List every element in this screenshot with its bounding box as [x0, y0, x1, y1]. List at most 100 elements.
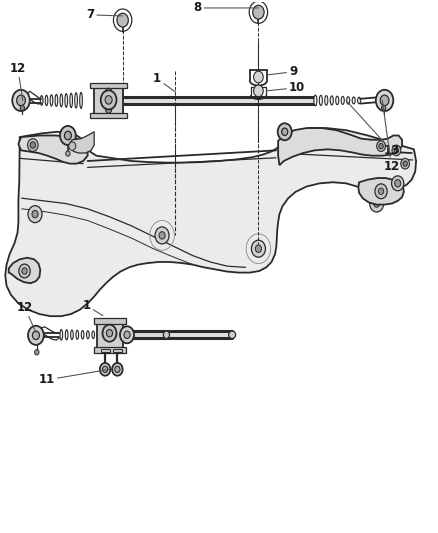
- Circle shape: [32, 211, 38, 218]
- Ellipse shape: [229, 331, 236, 338]
- Ellipse shape: [50, 95, 53, 106]
- Circle shape: [106, 106, 112, 113]
- Circle shape: [253, 5, 264, 19]
- Ellipse shape: [325, 95, 328, 105]
- Ellipse shape: [336, 96, 339, 104]
- Circle shape: [395, 180, 401, 187]
- Ellipse shape: [55, 94, 58, 107]
- Circle shape: [106, 329, 113, 337]
- Polygon shape: [110, 97, 315, 104]
- Ellipse shape: [71, 330, 73, 340]
- Polygon shape: [5, 128, 416, 316]
- Polygon shape: [101, 331, 232, 338]
- Circle shape: [19, 264, 30, 278]
- Ellipse shape: [314, 95, 317, 106]
- Circle shape: [28, 206, 42, 223]
- Text: 9: 9: [267, 65, 297, 78]
- Circle shape: [69, 142, 76, 150]
- Circle shape: [282, 128, 288, 135]
- Circle shape: [155, 227, 169, 244]
- Circle shape: [392, 176, 404, 191]
- Circle shape: [102, 325, 117, 342]
- Circle shape: [374, 200, 380, 207]
- Ellipse shape: [45, 95, 48, 106]
- Polygon shape: [9, 258, 40, 283]
- Circle shape: [403, 161, 407, 166]
- Circle shape: [66, 151, 70, 156]
- Circle shape: [64, 131, 71, 140]
- Circle shape: [375, 184, 387, 199]
- Circle shape: [100, 363, 110, 376]
- Circle shape: [102, 366, 108, 373]
- Ellipse shape: [163, 331, 170, 338]
- Text: 1: 1: [153, 72, 175, 92]
- Circle shape: [60, 126, 76, 145]
- Circle shape: [254, 71, 263, 83]
- Circle shape: [392, 145, 401, 156]
- Circle shape: [106, 88, 112, 95]
- Polygon shape: [113, 349, 122, 352]
- Ellipse shape: [40, 95, 43, 105]
- Circle shape: [159, 232, 165, 239]
- Polygon shape: [94, 318, 126, 324]
- Ellipse shape: [319, 95, 322, 106]
- Circle shape: [120, 326, 134, 343]
- Polygon shape: [69, 132, 94, 153]
- Ellipse shape: [120, 330, 130, 340]
- Ellipse shape: [65, 94, 67, 107]
- Polygon shape: [132, 331, 166, 338]
- Circle shape: [381, 105, 386, 110]
- Circle shape: [17, 95, 25, 106]
- Circle shape: [376, 90, 393, 111]
- Polygon shape: [18, 135, 88, 164]
- Ellipse shape: [341, 96, 344, 104]
- Ellipse shape: [81, 330, 84, 339]
- Circle shape: [32, 331, 39, 340]
- Polygon shape: [90, 112, 127, 118]
- Circle shape: [377, 141, 385, 151]
- Circle shape: [251, 240, 265, 257]
- Polygon shape: [278, 128, 402, 165]
- Polygon shape: [90, 83, 127, 88]
- Polygon shape: [97, 320, 123, 351]
- Circle shape: [12, 90, 30, 111]
- Ellipse shape: [352, 97, 355, 104]
- Polygon shape: [358, 178, 404, 205]
- Ellipse shape: [87, 331, 89, 339]
- Text: 12: 12: [382, 100, 399, 173]
- Circle shape: [124, 331, 130, 338]
- Ellipse shape: [60, 329, 63, 340]
- Ellipse shape: [97, 332, 100, 338]
- Text: 1: 1: [82, 299, 103, 316]
- Ellipse shape: [76, 330, 78, 340]
- Circle shape: [105, 95, 112, 104]
- Text: 12: 12: [10, 61, 26, 100]
- Circle shape: [28, 326, 44, 345]
- Circle shape: [20, 105, 25, 110]
- Circle shape: [112, 363, 123, 376]
- Circle shape: [370, 195, 384, 212]
- Circle shape: [115, 366, 120, 373]
- Ellipse shape: [330, 96, 333, 105]
- Circle shape: [378, 188, 384, 195]
- Polygon shape: [94, 85, 123, 116]
- Polygon shape: [94, 347, 126, 353]
- Circle shape: [255, 245, 261, 253]
- Text: 7: 7: [86, 9, 123, 21]
- Circle shape: [394, 148, 399, 153]
- Ellipse shape: [65, 330, 68, 340]
- Text: 11: 11: [39, 369, 110, 386]
- Ellipse shape: [60, 94, 63, 107]
- Text: 12: 12: [17, 301, 36, 333]
- Circle shape: [101, 90, 117, 109]
- Ellipse shape: [357, 97, 360, 103]
- Text: 10: 10: [266, 81, 305, 94]
- Circle shape: [278, 123, 292, 140]
- Circle shape: [30, 142, 35, 148]
- Polygon shape: [101, 349, 110, 352]
- Ellipse shape: [92, 331, 95, 338]
- Circle shape: [380, 95, 389, 106]
- Ellipse shape: [346, 96, 350, 104]
- Circle shape: [22, 268, 27, 274]
- Text: 13: 13: [346, 100, 399, 157]
